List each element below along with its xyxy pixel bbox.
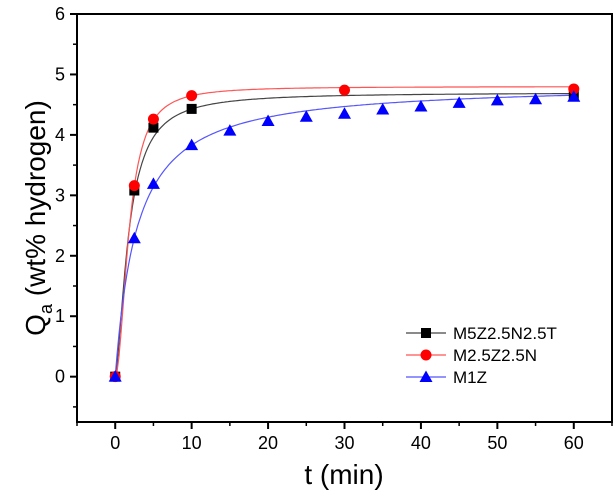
- legend-label: M5Z2.5N2.5T: [453, 324, 557, 343]
- data-point-M1Z: [529, 92, 543, 105]
- data-point-M2.5Z2.5N: [128, 180, 140, 192]
- y-label-main: Q: [20, 314, 51, 336]
- data-point-M1Z: [146, 177, 160, 189]
- data-point-M1Z: [376, 103, 390, 115]
- data-point-M1Z: [108, 370, 122, 382]
- data-point-M1Z: [127, 231, 141, 244]
- axes: 0 10 20 30 40 50 60 0 1 2 3 4 5 6: [55, 4, 613, 453]
- data-point-M1Z: [338, 107, 351, 119]
- svg-text:Qa (wt% hydrogen): Qa (wt% hydrogen): [20, 100, 56, 336]
- x-tick-label: 50: [487, 433, 507, 453]
- data-point-M1Z: [261, 114, 275, 126]
- y-tick-label: 3: [55, 185, 65, 205]
- data-point-M2.5Z2.5N: [147, 113, 159, 125]
- x-tick-label: 30: [334, 433, 354, 453]
- y-axis-label: Qa (wt% hydrogen): [20, 100, 56, 336]
- data-point-M1Z: [567, 90, 581, 102]
- data-point-M2.5Z2.5N: [339, 84, 350, 96]
- x-axis-label: t (min): [304, 459, 383, 490]
- data-point-M1Z: [490, 93, 504, 106]
- data-point-M1Z: [299, 110, 313, 122]
- y-tick-label: 5: [55, 64, 65, 84]
- y-tick-label: 2: [55, 246, 65, 266]
- data-point-M5Z2.5N2.5T: [148, 122, 159, 133]
- data-point-M1Z: [414, 99, 428, 112]
- data-point-M2.5Z2.5N: [568, 83, 580, 95]
- legend: M5Z2.5N2.5T M2.5Z2.5N M1Z: [406, 324, 557, 387]
- data-point-M2.5Z2.5N: [186, 90, 198, 102]
- y-label-rest: (wt% hydrogen): [20, 100, 51, 304]
- x-tick-label: 10: [182, 433, 202, 453]
- x-tick-label: 20: [258, 433, 278, 453]
- legend-marker-square: [421, 328, 431, 338]
- legend-marker-circle: [420, 349, 432, 361]
- x-tick-label: 40: [411, 433, 431, 453]
- legend-marker-triangle: [419, 370, 433, 382]
- x-tick-label: 0: [110, 433, 120, 453]
- data-markers: [108, 83, 581, 383]
- legend-label: M2.5Z2.5N: [453, 346, 537, 365]
- y-tick-label: 0: [55, 367, 65, 387]
- y-tick-label: 1: [55, 306, 65, 326]
- data-point-M1Z: [223, 124, 237, 136]
- legend-label: M1Z: [453, 368, 487, 387]
- y-tick-label: 6: [55, 4, 65, 24]
- y-label-sub: a: [36, 303, 56, 314]
- data-point-M5Z2.5N2.5T: [186, 103, 197, 114]
- x-tick-label: 60: [564, 433, 584, 453]
- data-point-M1Z: [185, 138, 199, 151]
- y-tick-label: 4: [55, 125, 65, 145]
- data-point-M1Z: [452, 96, 466, 108]
